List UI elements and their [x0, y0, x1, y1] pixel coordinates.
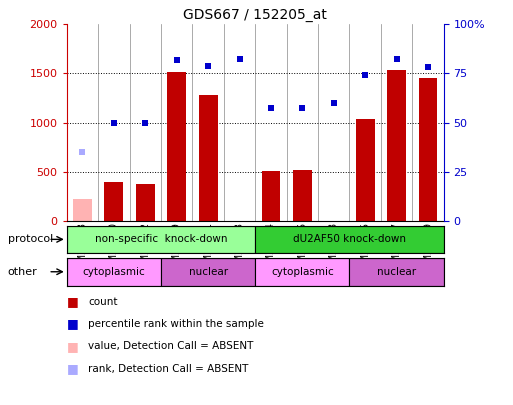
Bar	[136, 184, 154, 221]
Text: ■: ■	[67, 318, 78, 330]
Bar	[67, 226, 255, 253]
Text: rank, Detection Call = ABSENT: rank, Detection Call = ABSENT	[88, 364, 249, 373]
Text: cytoplasmic: cytoplasmic	[271, 267, 334, 277]
Text: ■: ■	[67, 340, 78, 353]
Bar	[262, 171, 280, 221]
Bar	[387, 70, 406, 221]
Text: ■: ■	[67, 362, 78, 375]
Bar	[293, 170, 312, 221]
Text: value, Detection Call = ABSENT: value, Detection Call = ABSENT	[88, 341, 253, 351]
Text: count: count	[88, 297, 118, 307]
Text: nuclear: nuclear	[188, 267, 228, 277]
Text: percentile rank within the sample: percentile rank within the sample	[88, 319, 264, 329]
Bar	[255, 258, 349, 286]
Bar	[419, 78, 438, 221]
Title: GDS667 / 152205_at: GDS667 / 152205_at	[183, 8, 327, 22]
Text: dU2AF50 knock-down: dU2AF50 knock-down	[293, 234, 406, 244]
Bar	[356, 119, 374, 221]
Bar	[349, 258, 444, 286]
Bar	[67, 258, 161, 286]
Bar	[105, 182, 123, 221]
Bar	[161, 258, 255, 286]
Text: protocol: protocol	[8, 234, 53, 244]
Text: ■: ■	[67, 295, 78, 308]
Bar	[167, 72, 186, 221]
Text: other: other	[8, 267, 37, 277]
Text: non-specific  knock-down: non-specific knock-down	[95, 234, 227, 244]
Bar	[73, 199, 92, 221]
Bar	[199, 94, 218, 221]
Text: cytoplasmic: cytoplasmic	[83, 267, 145, 277]
Text: nuclear: nuclear	[377, 267, 416, 277]
Bar	[255, 226, 444, 253]
